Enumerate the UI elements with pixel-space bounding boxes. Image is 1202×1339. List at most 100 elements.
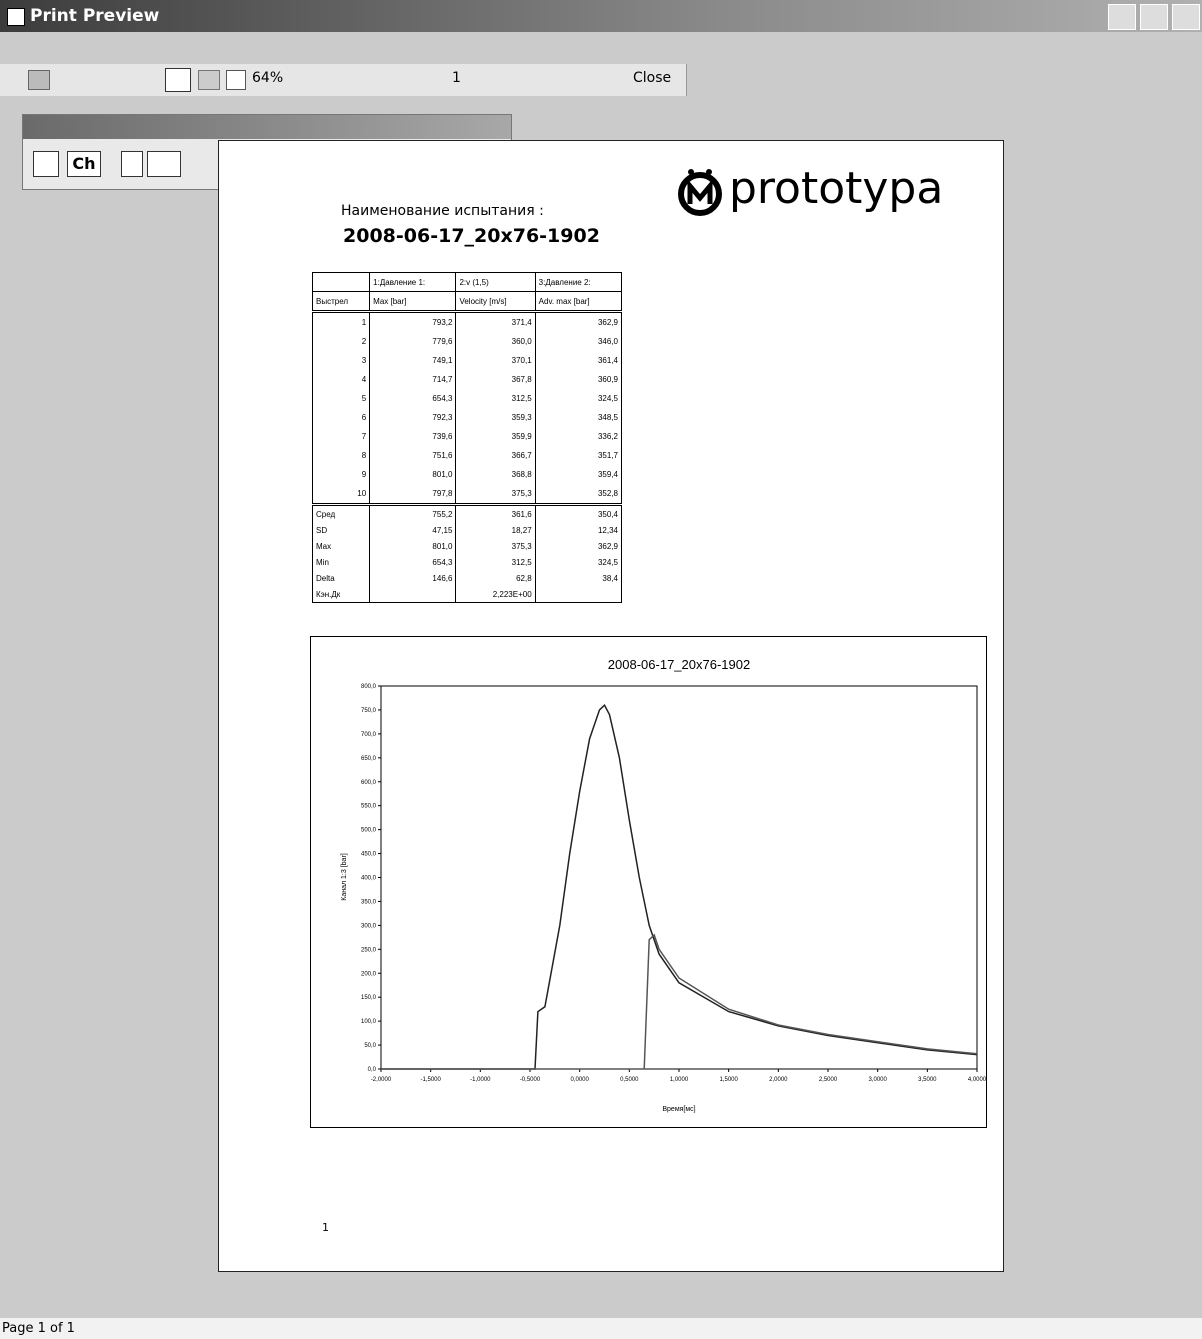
y-tick-label: 550,0 bbox=[361, 804, 377, 810]
table-cell: 3 bbox=[313, 351, 370, 370]
table-cell: 751,6 bbox=[370, 446, 456, 465]
page-width-button[interactable] bbox=[226, 70, 246, 90]
table-cell: 368,8 bbox=[456, 465, 535, 484]
table-cell bbox=[535, 586, 621, 603]
status-bar: Page 1 of 1 bbox=[0, 1318, 1202, 1339]
chart-button[interactable]: Ch bbox=[67, 151, 101, 177]
y-tick-label: 100,0 bbox=[361, 1019, 377, 1025]
table-cell: 793,2 bbox=[370, 312, 456, 333]
table-cell: SD bbox=[313, 522, 370, 538]
print-page: prototypa Наименование испытания : 2008-… bbox=[218, 140, 1004, 1272]
table-cell bbox=[370, 586, 456, 603]
print-button[interactable] bbox=[28, 70, 50, 90]
y-tick-label: 200,0 bbox=[361, 971, 377, 977]
table-cell: Max bbox=[313, 538, 370, 554]
close-window-button[interactable] bbox=[1172, 4, 1200, 30]
y-tick-label: 650,0 bbox=[361, 756, 377, 762]
table-cell: 9 bbox=[313, 465, 370, 484]
x-tick-label: 1,5000 bbox=[719, 1077, 738, 1083]
table-cell bbox=[313, 273, 370, 292]
table-row: 1:Давление 1:2:v (1,5)3:Давление 2: bbox=[313, 273, 622, 292]
page-field[interactable]: 1 bbox=[452, 70, 461, 86]
zoom-value[interactable]: 64% bbox=[252, 70, 283, 86]
x-tick-label: -1,5000 bbox=[420, 1077, 441, 1083]
table-cell: 312,5 bbox=[456, 389, 535, 408]
table-cell: Max [bar] bbox=[370, 292, 456, 312]
table-cell: 714,7 bbox=[370, 370, 456, 389]
table-cell: 361,6 bbox=[456, 505, 535, 523]
table-cell: Кэн.Дк bbox=[313, 586, 370, 603]
table-cell: 361,4 bbox=[535, 351, 621, 370]
table-cell: 654,3 bbox=[370, 554, 456, 570]
x-tick-label: 2,0000 bbox=[769, 1077, 788, 1083]
y-tick-label: 250,0 bbox=[361, 947, 377, 953]
y-tick-label: 500,0 bbox=[361, 828, 377, 834]
results-table: 1:Давление 1:2:v (1,5)3:Давление 2:Выстр… bbox=[312, 272, 622, 603]
table-cell: 18,27 bbox=[456, 522, 535, 538]
table-cell: 792,3 bbox=[370, 408, 456, 427]
page-number: 1 bbox=[322, 1221, 329, 1234]
table-cell: Сред bbox=[313, 505, 370, 523]
table-cell: 324,5 bbox=[535, 389, 621, 408]
x-tick-label: -1,0000 bbox=[470, 1077, 491, 1083]
y-tick-label: 350,0 bbox=[361, 899, 377, 905]
x-tick-label: 0,0000 bbox=[570, 1077, 589, 1083]
y-tick-label: 600,0 bbox=[361, 780, 377, 786]
table-cell: 360,9 bbox=[535, 370, 621, 389]
table-cell: 749,1 bbox=[370, 351, 456, 370]
table-cell: 2:v (1,5) bbox=[456, 273, 535, 292]
text-button[interactable] bbox=[33, 151, 59, 177]
table-cell: 362,9 bbox=[535, 538, 621, 554]
table-cell: 346,0 bbox=[535, 332, 621, 351]
table-cell: 779,6 bbox=[370, 332, 456, 351]
two-pages-button[interactable] bbox=[198, 70, 220, 90]
table-cell: 370,1 bbox=[456, 351, 535, 370]
table-cell: 654,3 bbox=[370, 389, 456, 408]
one-page-button[interactable] bbox=[165, 68, 191, 92]
table-cell: 2 bbox=[313, 332, 370, 351]
grid-button[interactable] bbox=[121, 151, 143, 177]
x-tick-label: 3,5000 bbox=[918, 1077, 937, 1083]
columns-button[interactable] bbox=[147, 151, 181, 177]
table-cell: 801,0 bbox=[370, 538, 456, 554]
table-cell: 739,6 bbox=[370, 427, 456, 446]
minimize-button[interactable] bbox=[1108, 4, 1136, 30]
table-cell: 312,5 bbox=[456, 554, 535, 570]
chart-title: 2008-06-17_20x76-1902 bbox=[608, 657, 750, 672]
table-cell: 5 bbox=[313, 389, 370, 408]
table-cell: 801,0 bbox=[370, 465, 456, 484]
table-cell: 10 bbox=[313, 484, 370, 505]
table-cell: 360,0 bbox=[456, 332, 535, 351]
table-cell: 348,5 bbox=[535, 408, 621, 427]
test-name: 2008-06-17_20x76-1902 bbox=[343, 225, 600, 247]
table-cell: 350,4 bbox=[535, 505, 621, 523]
screen: Print Preview 64% 1 Close Ch Sm prototyp… bbox=[0, 0, 1202, 1339]
title-bar: Print Preview bbox=[0, 0, 1202, 32]
table-cell: 351,7 bbox=[535, 446, 621, 465]
toolbar: 64% 1 Close bbox=[0, 64, 687, 96]
y-tick-label: 0,0 bbox=[368, 1067, 377, 1073]
y-axis-label: Канал 1:3 [bar] bbox=[341, 853, 348, 900]
maximize-button[interactable] bbox=[1140, 4, 1168, 30]
table-cell: 12,34 bbox=[535, 522, 621, 538]
table-cell: Min bbox=[313, 554, 370, 570]
table-cell: 362,9 bbox=[535, 312, 621, 333]
table-row: Кэн.Дк2,223E+00 bbox=[313, 586, 622, 603]
y-tick-label: 300,0 bbox=[361, 923, 377, 929]
x-tick-label: -2,0000 bbox=[371, 1077, 392, 1083]
table-cell: 6 bbox=[313, 408, 370, 427]
close-button[interactable]: Close bbox=[633, 70, 671, 86]
table-cell: 352,8 bbox=[535, 484, 621, 505]
table-cell: 62,8 bbox=[456, 570, 535, 586]
table-cell: 375,3 bbox=[456, 538, 535, 554]
x-axis-label: Время[мс] bbox=[662, 1106, 695, 1113]
table-cell: 797,8 bbox=[370, 484, 456, 505]
